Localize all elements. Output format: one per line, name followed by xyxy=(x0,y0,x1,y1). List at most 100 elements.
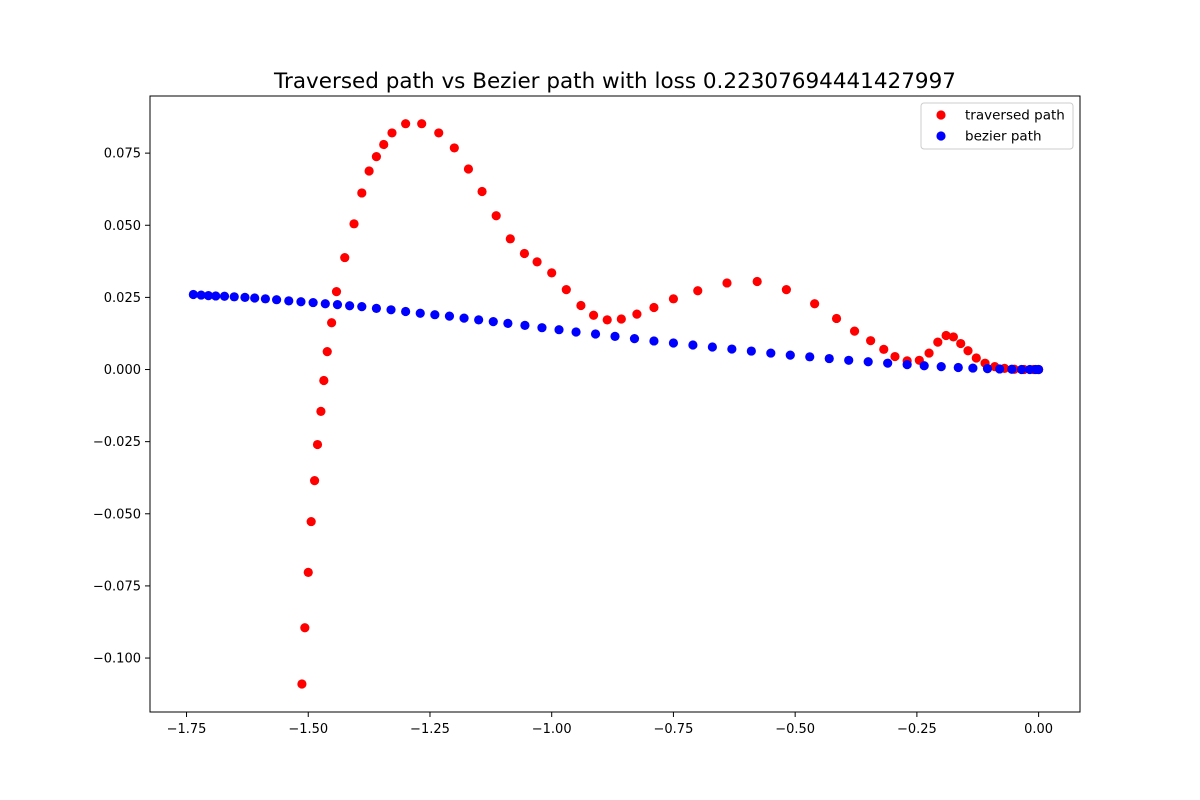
bezier-path-point xyxy=(308,297,318,308)
traversed-path-point xyxy=(387,128,397,138)
traversed-path-point xyxy=(933,337,943,347)
traversed-path-point xyxy=(401,119,411,129)
y-tick-label: −0.025 xyxy=(93,435,141,450)
traversed-path-point xyxy=(319,375,329,386)
traversed-path-point xyxy=(879,344,889,354)
bezier-path-point xyxy=(727,344,737,354)
traversed-path-point xyxy=(449,143,459,153)
chart-title: Traversed path vs Bezier path with loss … xyxy=(273,69,956,94)
plot-border xyxy=(149,95,1081,713)
bezier-path-point xyxy=(386,305,396,315)
traversed-path-point xyxy=(316,406,326,416)
bezier-path-point xyxy=(401,306,411,317)
bezier-path-point xyxy=(188,289,198,300)
bezier-path-point xyxy=(459,313,469,323)
bezier-path-point xyxy=(982,364,993,374)
bezier-path-point xyxy=(444,311,455,321)
bezier-path-point xyxy=(272,295,282,305)
bezier-path-point xyxy=(219,291,230,301)
traversed-path-point xyxy=(331,287,342,297)
traversed-path-point xyxy=(379,139,389,150)
bezier-path-point xyxy=(883,358,893,368)
bezier-path-point xyxy=(610,331,620,341)
traversed-path-point xyxy=(340,252,350,263)
traversed-path-point xyxy=(948,332,959,342)
traversed-path-point xyxy=(547,268,557,278)
traversed-path-point xyxy=(632,309,642,319)
traversed-path-point xyxy=(306,516,316,527)
bezier-path-point xyxy=(824,353,834,364)
bezier-path-point xyxy=(284,296,294,306)
x-axis: −1.75 −1.50 −1.25 −1.00 −0.75 −0.50 −0.25 0.00 xyxy=(167,712,1053,737)
legend: traversed path bezier path xyxy=(920,102,1074,150)
traversed-path-point xyxy=(505,234,515,244)
bezier-path-point xyxy=(240,292,250,302)
traversed-path-point xyxy=(602,315,612,325)
traversed-path-point xyxy=(890,351,900,362)
x-tick-label: −1.25 xyxy=(410,722,450,737)
traversed-path-point xyxy=(963,346,973,356)
bezier-path-point xyxy=(260,294,270,304)
bezier-path-point xyxy=(766,348,776,358)
traversed-path-point xyxy=(588,310,599,320)
bezier-path-point xyxy=(590,329,601,339)
series-layer xyxy=(188,119,1044,689)
bezier-path-point xyxy=(707,342,717,352)
traversed-path-point xyxy=(434,128,444,138)
bezier-path-point xyxy=(537,323,547,333)
bezier-path-point xyxy=(785,350,795,360)
bezier-path-point xyxy=(371,303,382,313)
bezier-path-point xyxy=(571,327,581,337)
traversed-path-point xyxy=(616,314,626,324)
bezier-path-point xyxy=(332,300,343,310)
bezier-path-point xyxy=(203,291,214,301)
traversed-path-point xyxy=(810,299,820,309)
x-tick-label: −0.25 xyxy=(897,722,937,737)
x-tick-label: −1.50 xyxy=(288,722,328,737)
legend-marker-bezier-path xyxy=(936,131,946,141)
traversed-path-point xyxy=(322,347,332,357)
traversed-path-point xyxy=(371,151,382,162)
x-tick-label: −0.50 xyxy=(775,722,815,737)
traversed-path-point xyxy=(309,476,320,486)
bezier-path-point xyxy=(474,315,484,325)
bezier-path-point xyxy=(1016,364,1027,375)
bezier-path-point xyxy=(430,310,440,320)
x-tick-label: 0.00 xyxy=(1024,722,1053,737)
traversed-path-point xyxy=(941,330,951,341)
traversed-path-point xyxy=(971,353,981,363)
traversed-path-point xyxy=(364,166,374,176)
traversed-path-point xyxy=(561,285,571,295)
bezier-path-point xyxy=(688,340,698,350)
traversed-path-point xyxy=(357,188,367,198)
x-tick-label: −1.75 xyxy=(167,722,207,737)
bezier-path-point xyxy=(229,292,239,302)
bezier-path-point xyxy=(919,361,929,371)
bezier-path-point xyxy=(415,308,425,318)
bezier-path-point xyxy=(629,334,640,344)
traversed-path-point xyxy=(924,348,934,358)
bezier-path-point xyxy=(554,325,564,335)
traversed-path-point xyxy=(297,679,307,689)
legend-label-bezier-path: bezier path xyxy=(965,129,1042,145)
x-tick-label: −0.75 xyxy=(654,722,694,737)
traversed-path-point xyxy=(831,313,842,324)
traversed-path-point xyxy=(576,300,586,311)
bezier-path-point xyxy=(668,338,679,348)
bezier-path-point xyxy=(902,360,912,370)
y-tick-label: −0.100 xyxy=(93,652,141,667)
traversed-path-point xyxy=(752,276,762,287)
x-tick-label: −1.00 xyxy=(532,722,572,737)
bezier-path-point xyxy=(520,320,530,330)
legend-marker-traversed-path xyxy=(936,110,946,120)
y-tick-label: 0.075 xyxy=(104,147,141,162)
traversed-path-point xyxy=(956,338,966,349)
traversed-path-point xyxy=(866,336,876,346)
y-tick-label: 0.050 xyxy=(104,219,141,234)
traversed-path-point xyxy=(327,318,337,328)
bezier-path-point xyxy=(863,357,873,367)
bezier-path-point xyxy=(250,293,260,303)
y-tick-label: −0.050 xyxy=(93,507,141,522)
bezier-path-point xyxy=(746,346,756,356)
traversed-path-point xyxy=(463,164,474,174)
